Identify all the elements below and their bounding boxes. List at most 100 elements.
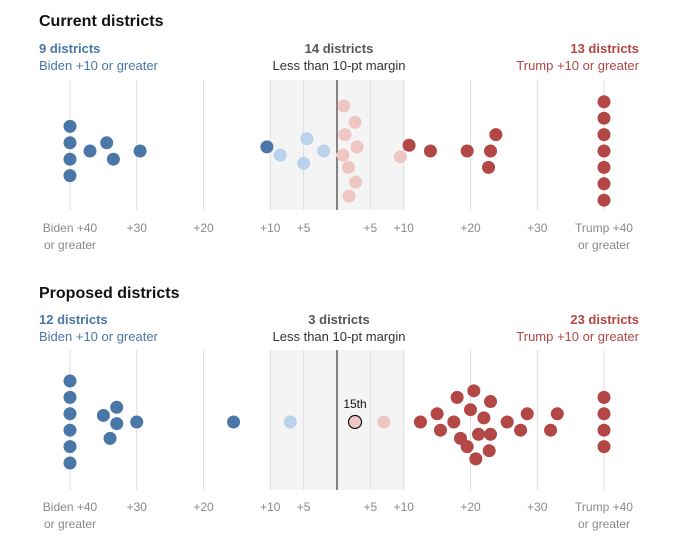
tick-label-line: or greater [578,238,630,252]
district-point-trump [484,144,498,158]
district-point-trump [500,415,514,429]
tossup-group-count: 3 districts [308,312,370,327]
district-point-trump-light [349,175,363,189]
district-point-trump-light [348,115,362,129]
tick-label-line: +5 [297,500,311,514]
tick-label: +10 [260,221,281,235]
district-point-biden [100,136,114,150]
district-point-trump [477,411,491,425]
district-point-biden [63,119,77,133]
district-point-trump [520,407,534,421]
current-districts-panel: Current districts 9 districts Biden +10 … [0,0,694,270]
district-point-biden [260,140,274,154]
tick-label-line: +30 [527,221,548,235]
proposed-districts-chart: Biden +40 or greater +30 +20 +10 +5 +5 +10 +20 +3… [43,350,633,531]
tick-label: +20 [460,221,481,235]
tick-label-line: +10 [260,500,281,514]
tick-label-line: +30 [527,500,548,514]
biden-group-header: 12 districts Biden +10 or greater [39,311,158,345]
tick-label: +20 [460,500,481,514]
biden-group-count: 9 districts [39,41,101,56]
tick-label-line: +5 [297,221,311,235]
tick-label-line: +10 [260,221,281,235]
district-point-trump [597,440,611,454]
district-point-trump [597,423,611,437]
tick-label-line: +30 [127,221,148,235]
district-point-biden [63,440,77,454]
district-point-biden [63,152,77,166]
district-point-biden [106,152,120,166]
district-point-trump [430,407,444,421]
district-point-trump-light [341,160,355,174]
trump-group-header: 23 districts Trump +10 or greater [516,311,639,345]
district-point-trump-light [393,150,407,164]
district-point-biden-light [300,132,314,146]
district-point-biden-light [297,156,311,170]
district-point-trump [597,111,611,125]
tick-label: Biden +40 or greater [43,500,98,531]
district-point-trump [597,177,611,191]
district-point-trump [597,390,611,404]
district-point-trump [482,160,496,174]
district-point-biden [96,408,110,422]
tick-label-line: +20 [460,500,481,514]
district-point-trump [484,395,498,408]
tick-label-line: Trump +40 [575,500,633,514]
current-districts-chart: Biden +40 or greater +30 +20 +10 +5 +5 +10 +20 +3… [43,80,633,252]
tick-label-line: +20 [193,221,214,235]
tick-label-line: Trump +40 [575,221,633,235]
tick-label-line: Biden +40 [43,500,98,514]
district-point-trump-light [337,99,351,113]
tick-label: +30 [527,500,548,514]
tick-label-line: or greater [578,517,630,531]
tick-label: +20 [193,221,214,235]
tick-label: +30 [127,221,148,235]
district-point-biden [63,390,77,404]
district-point-trump [597,95,611,109]
tick-label-line: or greater [44,517,96,531]
tick-label-line: +5 [364,221,378,235]
district-point-trump [464,403,477,417]
district-point-trump [482,444,496,458]
tick-label: Biden +40 or greater [43,221,98,252]
district-point-trump-light [336,148,350,162]
district-point-biden [110,400,124,414]
biden-group-header: 9 districts Biden +10 or greater [39,40,158,74]
tick-label: +10 [394,500,415,514]
biden-group-label: Biden +10 or greater [39,329,158,344]
tick-label: +5 [364,500,378,514]
district-point-trump-light [377,415,391,429]
district-point-biden [83,144,97,158]
district-point-trump [460,144,474,158]
tick-label: +5 [297,221,311,235]
tick-label: +10 [260,500,281,514]
tick-label-line: +10 [394,221,415,235]
district-annotation: 15th [343,397,366,411]
district-point-trump [402,138,416,152]
tick-label: +30 [527,221,548,235]
tossup-group-header: 14 districts Less than 10-pt margin [273,40,406,74]
tick-label: +5 [297,500,311,514]
district-point-trump [484,427,498,441]
district-point-trump [489,128,503,142]
district-point-trump [447,415,461,429]
trump-group-label: Trump +10 or greater [516,329,639,344]
panel-title: Proposed districts [39,285,180,302]
district-point-trump [597,407,611,421]
district-point-trump [469,452,483,466]
district-point-biden [63,136,77,150]
trump-group-header: 13 districts Trump +10 or greater [516,40,639,74]
district-point-trump [597,193,611,207]
tick-label: Trump +40 or greater [575,221,633,252]
district-point-trump-light [350,140,364,154]
biden-group-label: Biden +10 or greater [39,58,158,73]
tossup-group-header: 3 districts Less than 10-pt margin [273,311,406,345]
district-point-trump [544,423,558,437]
district-point-trump [423,144,437,158]
tossup-group-label: Less than 10-pt margin [272,329,406,344]
district-point-biden-light [317,144,331,158]
district-point-trump-light [338,128,352,142]
district-point-trump [597,128,611,142]
tick-label: +10 [394,221,415,235]
district-point-trump [433,423,447,437]
